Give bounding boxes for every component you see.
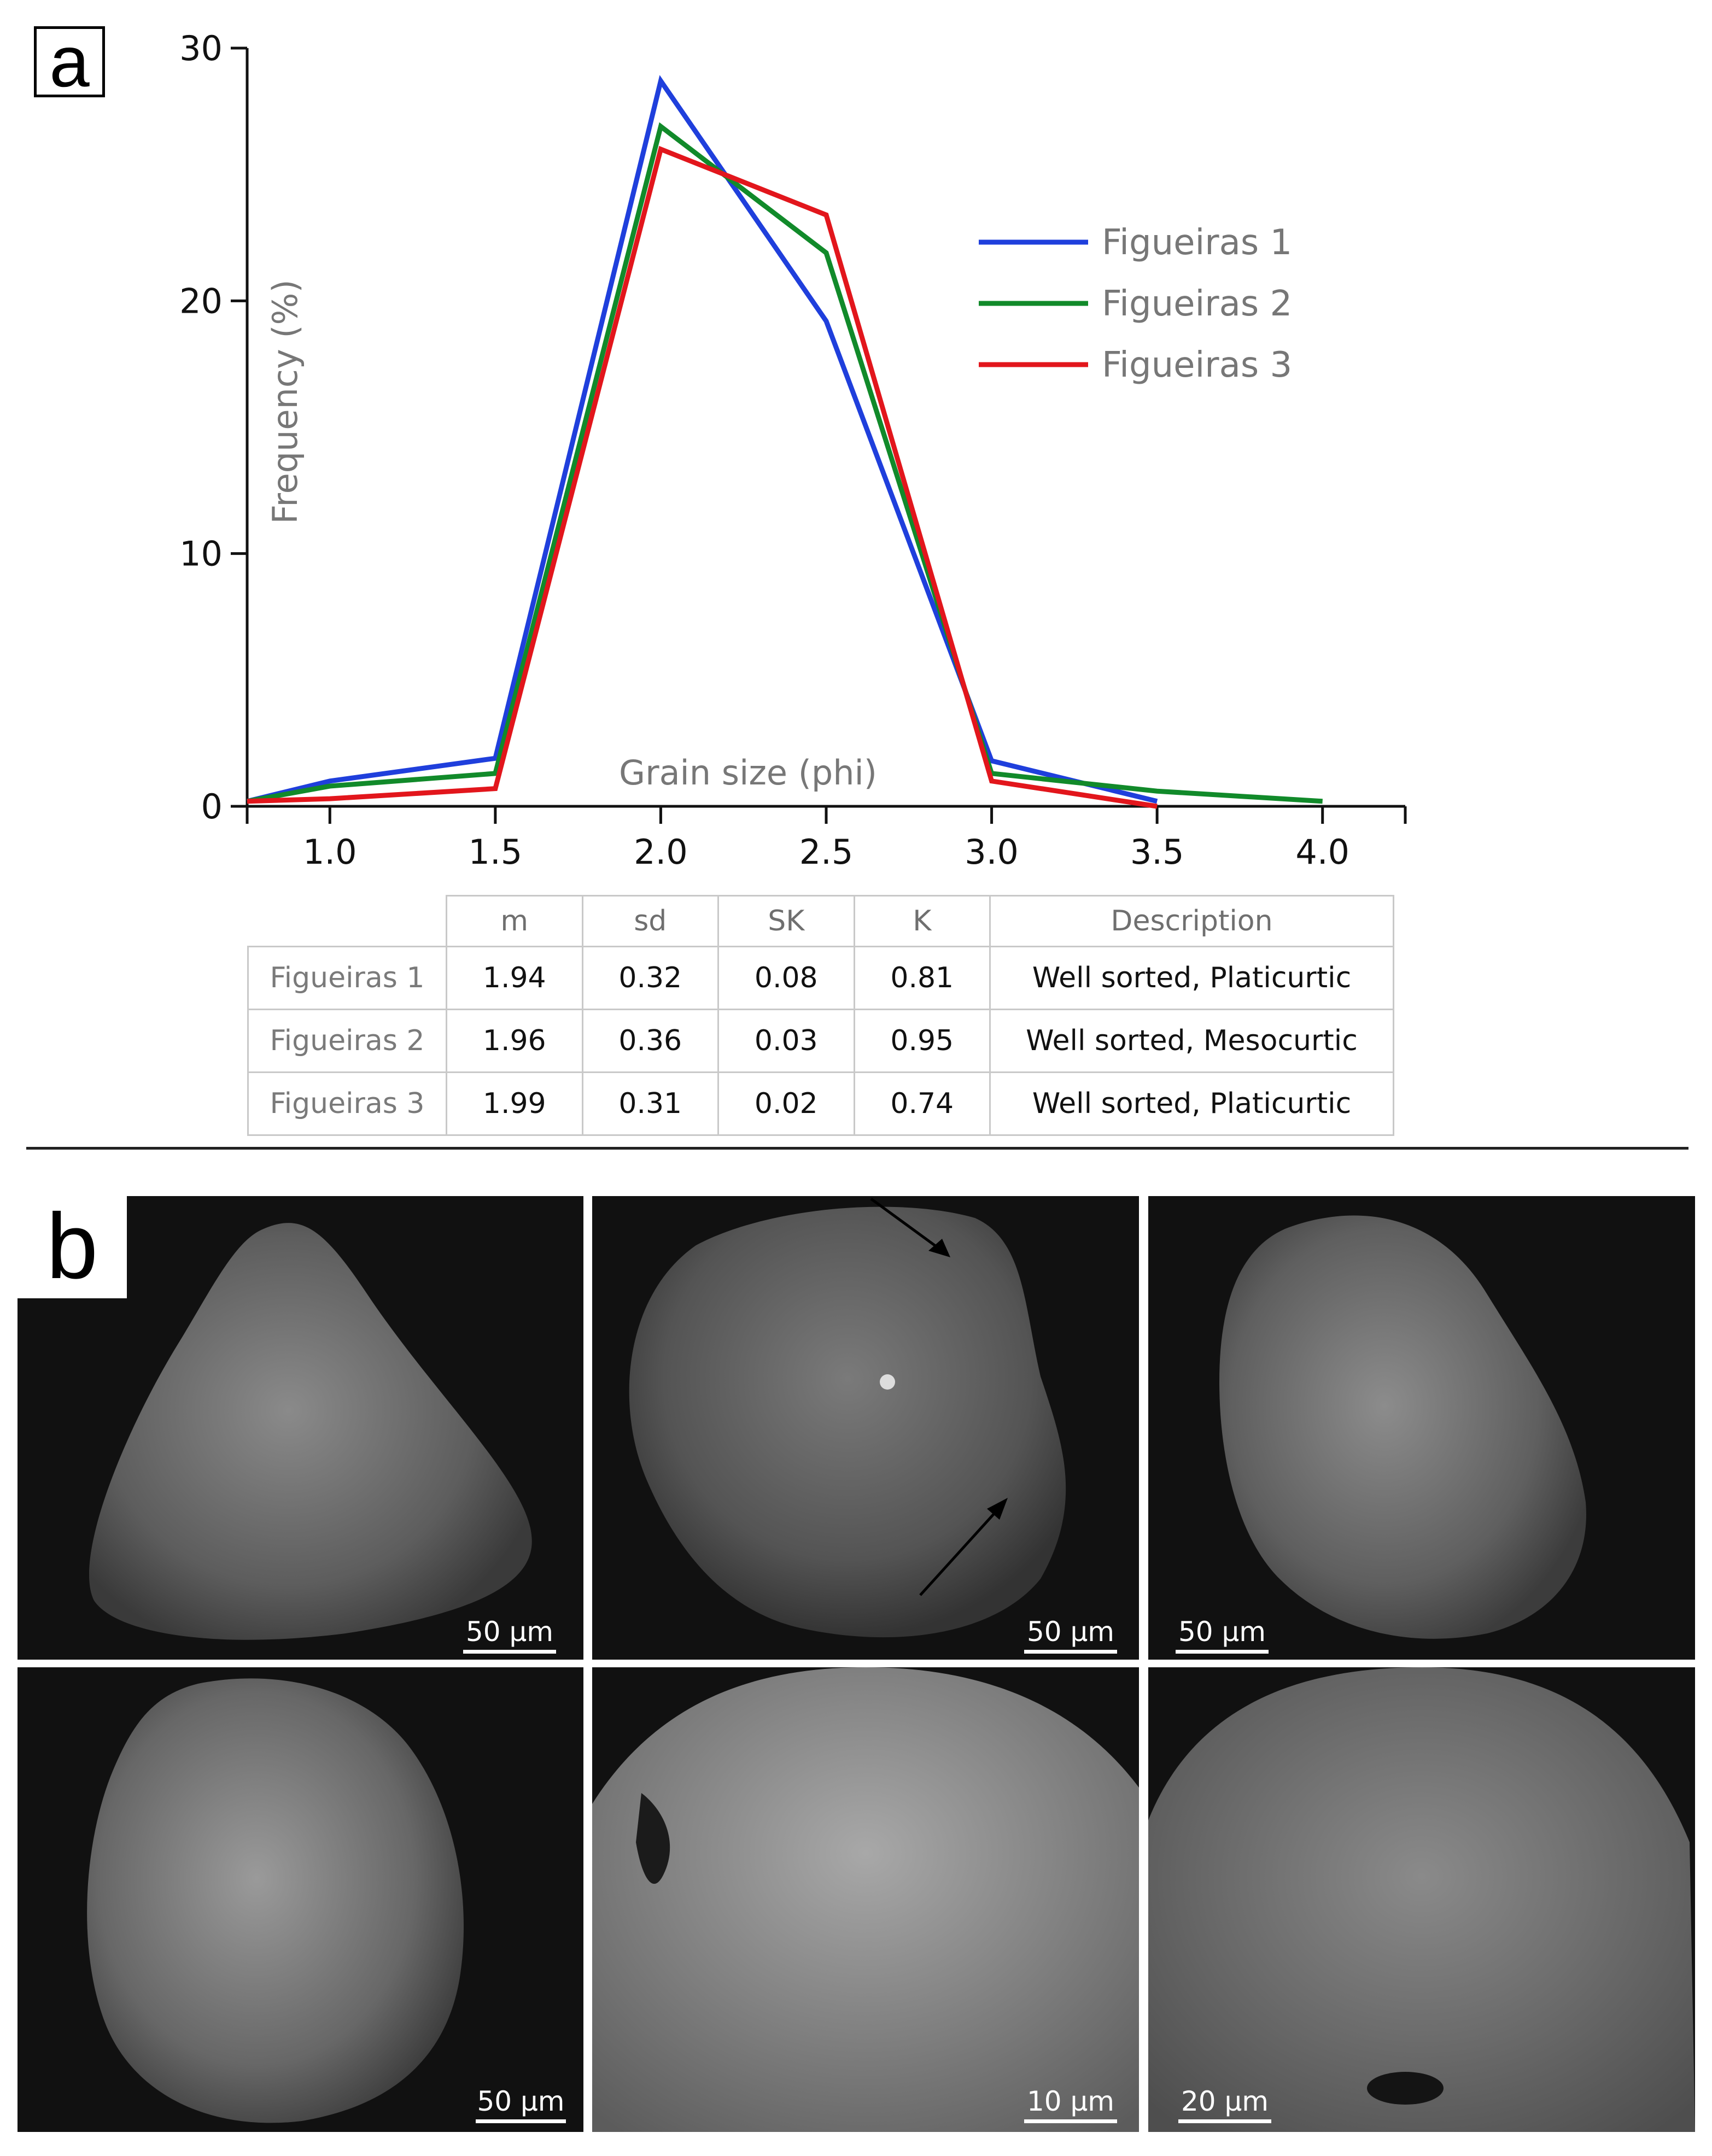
panel-label-a: a [34, 26, 105, 98]
cell-sk: 0.08 [717, 946, 855, 1010]
y-tick-label: 10 [179, 534, 223, 574]
sem-image-4: 50 μm [17, 1667, 583, 2132]
row-label: Figueiras 2 [247, 1009, 447, 1073]
cell-description: Well sorted, Mesocurtic [989, 1009, 1394, 1073]
legend-label: Figueiras 2 [1102, 284, 1292, 324]
arrow-annotation [870, 1197, 943, 1252]
y-tick-label: 30 [179, 28, 223, 68]
scale-bar: 50 μm [476, 2085, 566, 2123]
sem-image-2: 50 μm [592, 1196, 1139, 1660]
x-tick-label: 4.0 [1295, 832, 1349, 872]
x-tick-label: 3.5 [1130, 832, 1184, 872]
sem-image-1: 50 μm [17, 1196, 583, 1660]
cell-sk: 0.02 [717, 1071, 855, 1136]
cell-m: 1.99 [446, 1071, 583, 1136]
header-sk: SK [717, 895, 855, 947]
sem-image-3: 50 μm [1148, 1196, 1695, 1660]
cell-sd: 0.36 [581, 1009, 719, 1073]
table-row: Figueiras 2 1.96 0.36 0.03 0.95 Well sor… [247, 1009, 1394, 1073]
cell-k: 0.74 [853, 1071, 991, 1136]
table-row: Figueiras 1 1.94 0.32 0.08 0.81 Well sor… [247, 946, 1394, 1010]
series-line-figueiras-2 [247, 122, 1323, 804]
legend-label: Figueiras 3 [1102, 345, 1292, 385]
header-k: K [853, 895, 991, 947]
scale-bar-label: 50 μm [1026, 1616, 1115, 1648]
cell-description: Well sorted, Platicurtic [989, 1071, 1394, 1136]
header-m: m [446, 895, 583, 947]
header-description: Description [989, 895, 1394, 947]
scale-bar-label: 50 μm [465, 1616, 554, 1648]
x-tick-label: 2.0 [634, 832, 688, 872]
row-label: Figueiras 3 [247, 1071, 447, 1136]
cell-m: 1.94 [446, 946, 583, 1010]
x-tick-label: 1.0 [303, 832, 357, 872]
y-axis-label: Frequency (%) [265, 279, 305, 524]
header-sd: sd [581, 895, 719, 947]
scale-bar: 10 μm [1024, 2085, 1117, 2123]
sediment-statistics-table: m sd SK K Description Figueiras 1 1.94 0… [247, 895, 1394, 1136]
scale-bar-label: 10 μm [1026, 2085, 1115, 2117]
y-tick-label: 0 [201, 787, 223, 827]
grain-surface-closeup [1148, 1667, 1695, 2132]
arrow-annotation [919, 1507, 1001, 1596]
scale-bar: 50 μm [463, 1616, 556, 1654]
scale-bar: 20 μm [1178, 2085, 1271, 2123]
cell-description: Well sorted, Platicurtic [989, 946, 1394, 1010]
cell-m: 1.96 [446, 1009, 583, 1073]
sem-image-6: 20 μm [1148, 1667, 1695, 2132]
row-label: Figueiras 1 [247, 946, 447, 1010]
chart-axes: 1.0 1.5 2.0 2.5 3.0 3.5 4.0 0 10 20 30 [179, 28, 1407, 872]
chart-series [246, 75, 1323, 809]
table-row: Figueiras 3 1.99 0.31 0.02 0.74 Well sor… [247, 1071, 1394, 1136]
scale-bar-label: 50 μm [1178, 1616, 1266, 1648]
scale-bar-label: 50 μm [477, 2085, 565, 2117]
x-tick-label: 2.5 [799, 832, 854, 872]
series-line-figueiras-3 [247, 145, 1158, 809]
panel-divider [26, 1147, 1688, 1150]
panel-label-b: b [17, 1194, 127, 1298]
grain-triangular-shape [89, 1223, 532, 1640]
grain-size-chart: 1.0 1.5 2.0 2.5 3.0 3.5 4.0 0 10 20 30 Figueiras 1… [179, 28, 1407, 872]
chart-legend: Figueiras 1 Figueiras 2 Figueiras 3 [979, 222, 1292, 385]
grain-ovoid-shape [87, 1678, 464, 2123]
legend-label: Figueiras 1 [1102, 222, 1292, 263]
cell-k: 0.95 [853, 1009, 991, 1073]
scale-bar: 50 μm [1024, 1616, 1117, 1654]
y-tick-label: 20 [179, 281, 223, 321]
table-corner [248, 895, 447, 947]
grain-oval-shape [1219, 1215, 1586, 1639]
x-tick-label: 3.0 [965, 832, 1019, 872]
cell-sd: 0.32 [581, 946, 719, 1010]
x-axis-label: Grain size (phi) [619, 753, 877, 793]
grain-surface-closeup [592, 1667, 1139, 2132]
cell-sd: 0.31 [581, 1071, 719, 1136]
series-line-figueiras-1 [246, 75, 1158, 804]
scale-bar: 50 μm [1176, 1616, 1269, 1654]
sem-image-5: 10 μm [592, 1667, 1139, 2132]
scale-bar-label: 20 μm [1181, 2085, 1269, 2117]
x-tick-label: 1.5 [469, 832, 523, 872]
cell-k: 0.81 [853, 946, 991, 1010]
table-header-row: m sd SK K Description [248, 895, 1394, 947]
grain-rounded-shape [629, 1197, 1066, 1638]
cell-sk: 0.03 [717, 1009, 855, 1073]
